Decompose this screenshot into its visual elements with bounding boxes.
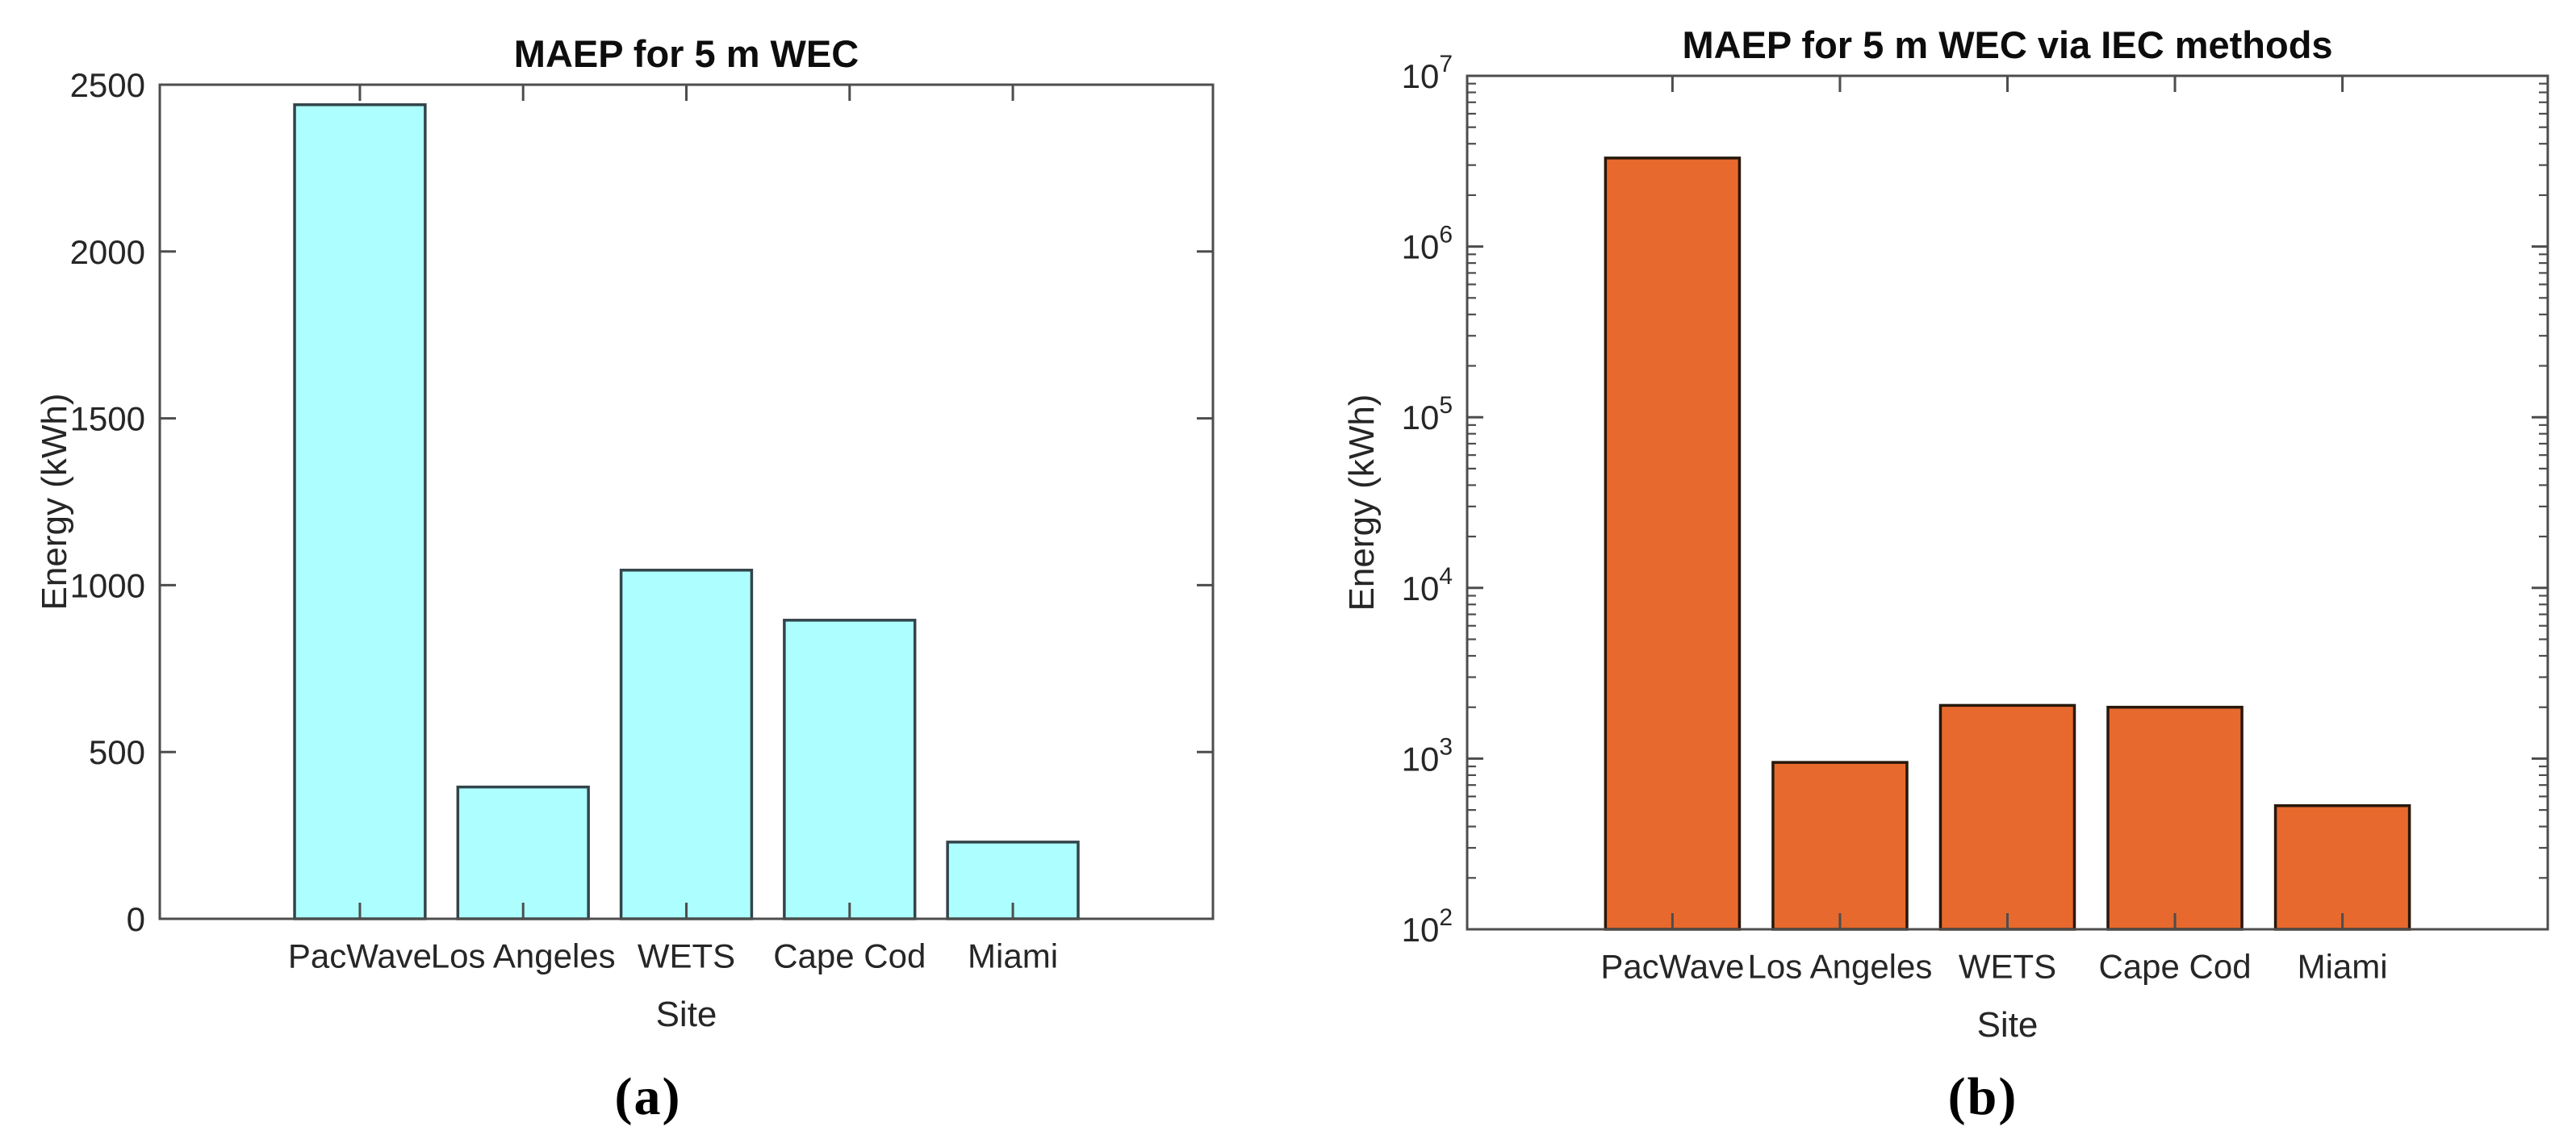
y-tick-exponent: 5 <box>1439 392 1453 419</box>
bar-pacwave <box>1604 156 1742 931</box>
y-tick-label: 102 <box>1402 904 1453 949</box>
x-tick-label: Cape Cod <box>2098 947 2251 985</box>
y-tick-label: 1000 <box>70 566 145 604</box>
y-tick-base: 10 <box>1402 911 1440 949</box>
x-tick-label: PacWave <box>288 937 432 974</box>
y-tick-exponent: 6 <box>1439 222 1453 248</box>
y-tick-label: 104 <box>1402 563 1453 607</box>
x-tick-label: Los Angeles <box>431 937 616 974</box>
x-axis-label: Site <box>656 995 717 1034</box>
x-tick-label: Miami <box>2298 947 2388 985</box>
y-tick-label: 500 <box>89 733 145 771</box>
bar-wets <box>619 569 754 920</box>
y-tick-label: 1500 <box>70 400 145 438</box>
chart-title: MAEP for 5 m WEC via IEC methods <box>1682 23 2332 66</box>
x-tick-label: Cape Cod <box>773 937 926 974</box>
y-axis-label: Energy (kWh) <box>35 394 74 611</box>
y-tick-base: 10 <box>1402 399 1440 436</box>
bar-pacwave <box>293 103 427 920</box>
x-tick-label: Miami <box>968 937 1058 974</box>
y-tick-base: 10 <box>1402 570 1440 607</box>
y-axis-label: Energy (kWh) <box>1342 394 1382 611</box>
bar-cape-cod <box>2106 705 2244 931</box>
caption-a: (a) <box>614 1067 682 1126</box>
y-tick-exponent: 7 <box>1439 51 1453 77</box>
x-tick-label: WETS <box>1959 947 2056 985</box>
y-tick-base: 10 <box>1402 228 1440 266</box>
y-tick-exponent: 2 <box>1439 904 1453 931</box>
x-tick-label: PacWave <box>1600 947 1744 985</box>
y-tick-label: 107 <box>1402 51 1453 95</box>
y-tick-base: 10 <box>1402 57 1440 95</box>
bar-wets <box>1938 703 2076 931</box>
x-axis-label: Site <box>1977 1005 2039 1045</box>
y-tick-exponent: 3 <box>1439 733 1453 760</box>
bar-cape-cod <box>783 619 917 920</box>
bar-miami <box>2273 803 2411 931</box>
caption-b: (b) <box>1947 1067 2018 1126</box>
x-tick-label: Los Angeles <box>1748 947 1933 985</box>
x-tick-label: WETS <box>638 937 735 974</box>
y-tick-label: 2500 <box>70 66 145 104</box>
y-tick-label: 2000 <box>70 233 145 271</box>
y-tick-label: 105 <box>1402 392 1453 436</box>
bar-los-angeles <box>1771 761 1909 931</box>
y-tick-label: 106 <box>1402 222 1453 266</box>
y-tick-exponent: 4 <box>1439 563 1453 590</box>
y-tick-base: 10 <box>1402 740 1440 778</box>
y-tick-label: 103 <box>1402 733 1453 778</box>
chart-title: MAEP for 5 m WEC <box>514 32 859 75</box>
y-tick-label: 0 <box>127 900 145 938</box>
bar-los-angeles <box>456 785 590 920</box>
